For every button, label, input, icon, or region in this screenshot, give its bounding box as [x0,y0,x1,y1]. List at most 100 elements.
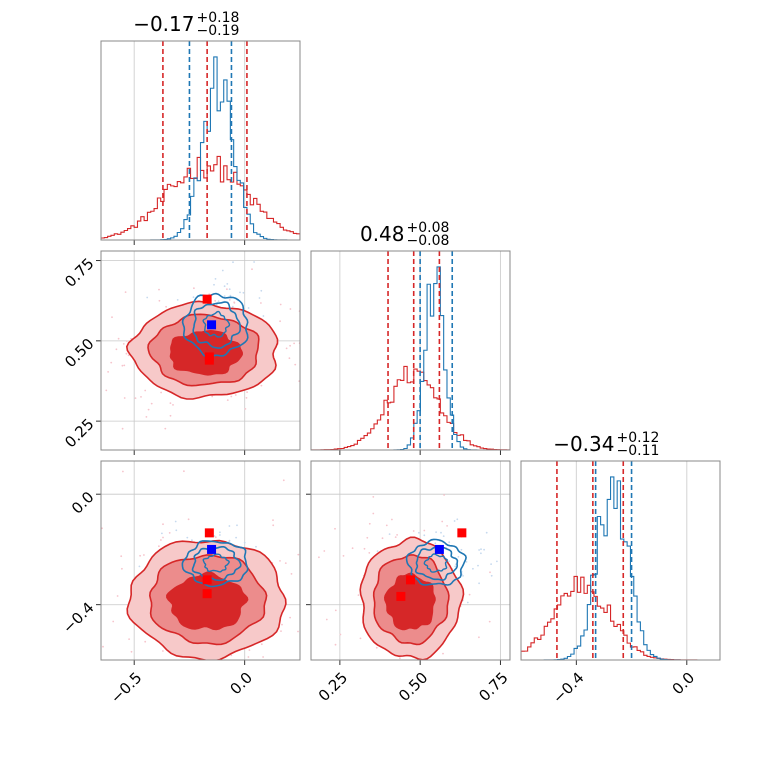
sample-point [186,687,188,689]
sample-point [262,315,265,317]
sample-point [114,675,116,677]
sample-point [143,554,145,556]
sample-point [145,416,148,418]
sample-point [325,618,328,621]
sample-point [164,427,167,430]
sample-point [121,364,124,367]
title-plus: +0.18 [197,10,240,26]
sample-point [357,594,360,596]
sample-point [448,541,451,544]
x-tick-label: 0.75 [475,669,511,705]
axes-frame [100,250,301,451]
sample-point [66,647,68,649]
sample-point [90,310,92,312]
axes-frame [520,460,721,661]
sample-point [272,524,275,527]
sample-point [319,612,321,614]
sample-point [285,347,288,350]
sample-point [284,562,287,564]
sample-point [462,575,464,577]
sample-point [412,530,415,532]
sample-point [134,397,137,399]
sample-point [46,536,48,538]
sample-point [116,595,119,597]
sample-point [228,525,231,527]
sample-point [359,637,362,640]
sample-point [228,288,231,291]
sample-point [294,363,297,366]
sample-point [399,657,401,660]
sample-point [280,630,282,632]
sample-point [123,397,126,399]
sample-point [288,357,291,360]
sample-point [328,322,330,324]
sample-point [403,666,405,668]
red-histogram [311,365,510,450]
title-value: −0.17 [133,12,194,36]
sample-point [314,349,316,351]
sample-point [233,302,236,304]
sample-point [121,427,124,430]
sample-point [376,550,379,552]
scatter-panel-2-0 [46,460,321,689]
sample-point [186,536,189,539]
sample-point [117,337,120,340]
x-tick-label: 0.25 [315,669,351,705]
sample-point [211,395,214,398]
sample-point [262,656,264,658]
blue-contour-outer [405,538,467,586]
sample-point [258,297,261,299]
sample-point [366,536,369,539]
blue-histogram [311,266,510,450]
red-marker [204,528,214,538]
sample-point [107,371,109,373]
sample-point [247,656,250,658]
sample-point [385,524,388,527]
sample-point [125,352,128,355]
blue-marker [434,544,444,554]
sample-point [214,278,217,280]
sample-point [123,364,126,367]
sample-point [146,296,149,299]
panel-title-0: −0.17 +0.18−0.19 [133,10,239,39]
sample-point [147,408,150,411]
sample-point [101,527,103,530]
sample-point [435,531,437,533]
x-tick-label: 0.50 [395,669,431,705]
sample-point [478,582,480,585]
red-marker [202,575,212,585]
sample-point [466,601,469,604]
sample-point [231,305,234,308]
sample-point [121,567,123,570]
sample-point [398,669,400,671]
sample-point [158,545,160,548]
sample-point [514,606,516,608]
sample-point [223,285,226,288]
sample-point [454,565,457,568]
sample-point [139,554,142,557]
sample-point [456,518,459,521]
sample-point [372,496,375,498]
diag-panel-2: −0.34 +0.12−0.11 [520,430,721,665]
blue-contour-middle [191,546,242,582]
sample-point [111,316,113,319]
sample-point [448,560,450,563]
sample-point [279,320,281,323]
sample-point [213,283,215,286]
sample-point [442,535,445,537]
sample-point [247,307,250,309]
sample-point [214,299,217,302]
sample-point [245,397,248,399]
title-value: −0.34 [553,432,614,456]
sample-point [162,523,164,526]
sample-point [472,567,474,570]
sample-point [396,534,398,536]
panel-title-2: −0.34 +0.12−0.11 [553,430,659,459]
sample-point [308,596,310,598]
blue-contour-outer [181,292,249,359]
sample-point [317,522,319,524]
sample-point [267,662,269,664]
sample-point [165,305,168,308]
sample-point [289,616,291,619]
